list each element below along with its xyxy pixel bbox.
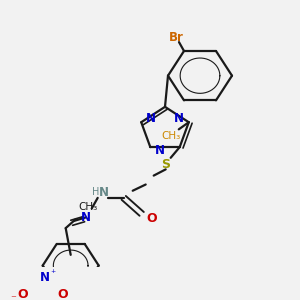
Text: ⁻: ⁻ — [10, 294, 16, 300]
Text: N: N — [81, 211, 91, 224]
Text: N: N — [174, 112, 184, 125]
Text: ⁺: ⁺ — [50, 269, 55, 279]
Text: CH₃: CH₃ — [78, 202, 97, 212]
Text: H: H — [92, 187, 99, 196]
Text: Br: Br — [169, 31, 183, 44]
Text: O: O — [146, 212, 157, 225]
Text: CH₃: CH₃ — [161, 131, 180, 142]
Text: N: N — [155, 144, 165, 157]
Text: O: O — [17, 287, 28, 300]
Text: N: N — [146, 112, 156, 125]
Text: N: N — [40, 272, 50, 284]
Text: S: S — [161, 158, 170, 171]
Text: N: N — [99, 186, 109, 199]
Text: O: O — [57, 287, 68, 300]
